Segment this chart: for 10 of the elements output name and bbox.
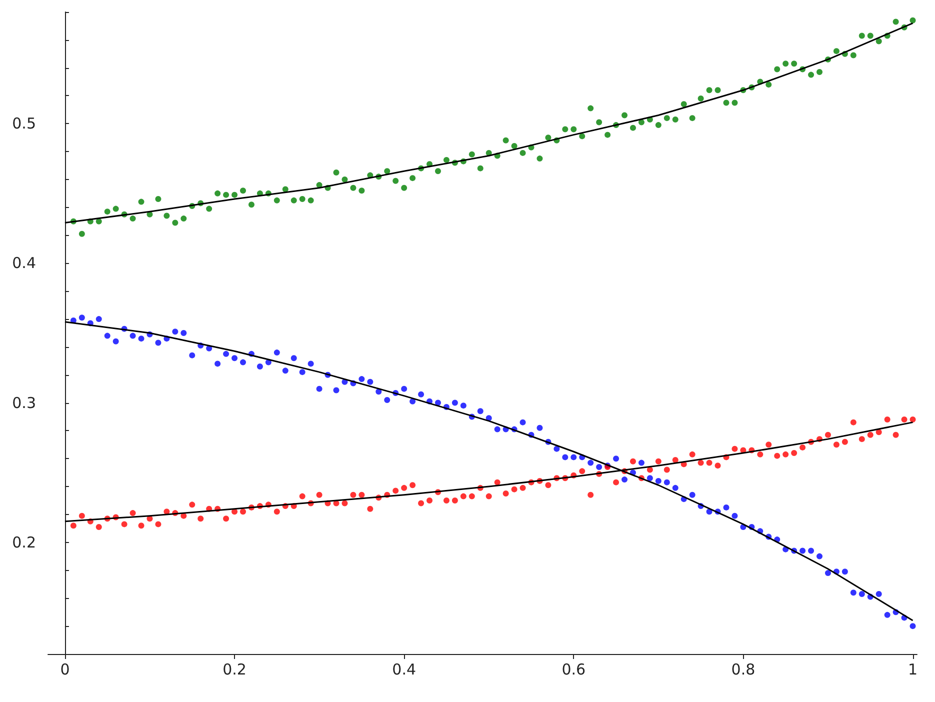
y-tick-label: 0.4 bbox=[12, 254, 36, 272]
x-tick-label: 0 bbox=[60, 660, 70, 678]
y-tick-label: 0.2 bbox=[12, 533, 36, 552]
y-tick-label: 0.3 bbox=[12, 394, 36, 412]
x-tick-label: 0.8 bbox=[731, 660, 756, 678]
x-tick-label: 1 bbox=[908, 660, 918, 678]
x-tick-label: 0.4 bbox=[392, 660, 416, 678]
x-tick-label: 0.2 bbox=[222, 660, 246, 678]
x-tick-label: 0.6 bbox=[562, 660, 586, 678]
y-tick-label: 0.5 bbox=[12, 114, 36, 133]
